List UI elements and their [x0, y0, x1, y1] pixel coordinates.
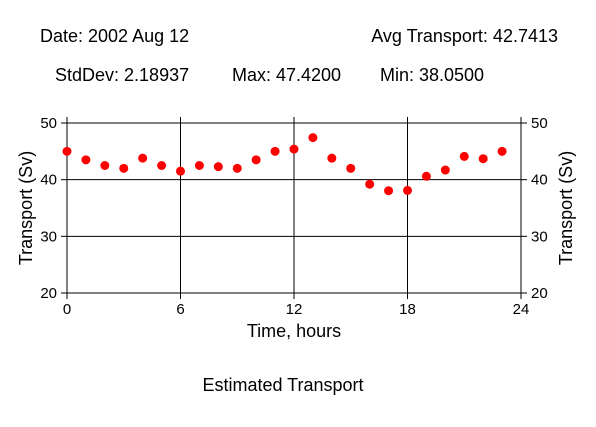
date-label: Date: 2002 Aug 12	[40, 26, 189, 46]
min-label: Min: 38.0500	[380, 65, 484, 85]
data-point	[384, 186, 394, 196]
data-point	[346, 163, 356, 173]
data-point	[421, 171, 431, 181]
data-point	[81, 155, 91, 165]
data-point	[289, 144, 299, 154]
data-point	[327, 153, 337, 163]
data-point	[365, 179, 375, 189]
y-axis-label-right: Transport (Sv)	[556, 151, 576, 265]
x-tick-label: 12	[286, 301, 303, 318]
avg-transport-label: Avg Transport: 42.7413	[371, 26, 558, 46]
data-point	[308, 133, 318, 143]
y-axis-label-left: Transport (Sv)	[16, 151, 36, 265]
y-tick-label-right: 30	[531, 228, 548, 245]
x-tick-label: 6	[176, 301, 184, 318]
x-tick-label: 18	[399, 301, 416, 318]
data-point	[440, 165, 450, 175]
data-point	[403, 185, 412, 195]
data-point	[459, 151, 469, 161]
stddev-label: StdDev: 2.18937	[55, 65, 189, 85]
x-tick-label: 24	[513, 301, 530, 318]
data-points	[62, 133, 507, 196]
data-point	[176, 166, 185, 176]
max-label: Max: 47.4200	[232, 65, 341, 85]
x-axis-label: Time, hours	[247, 321, 341, 341]
y-tick-label-left: 50	[40, 115, 57, 132]
y-tick-label-right: 50	[531, 115, 548, 132]
y-tick-label-right: 40	[531, 172, 548, 189]
y-tick-label-right: 20	[531, 285, 548, 302]
x-tick-label: 0	[63, 301, 71, 318]
grid-lines	[67, 123, 521, 293]
data-point	[251, 155, 261, 165]
axis-ticks	[61, 117, 527, 299]
data-point	[232, 163, 242, 173]
data-point	[478, 154, 488, 164]
data-point	[213, 162, 223, 172]
data-point	[62, 146, 72, 156]
data-point	[119, 163, 129, 173]
data-point	[100, 161, 110, 170]
y-tick-label-left: 40	[40, 172, 57, 189]
data-point	[497, 146, 507, 156]
data-point	[270, 146, 280, 156]
chart-title: Estimated Transport	[202, 375, 363, 395]
y-tick-label-left: 20	[40, 285, 57, 302]
data-point	[138, 153, 148, 163]
data-point	[194, 161, 204, 170]
data-point	[157, 161, 167, 170]
y-tick-label-left: 30	[40, 228, 57, 245]
